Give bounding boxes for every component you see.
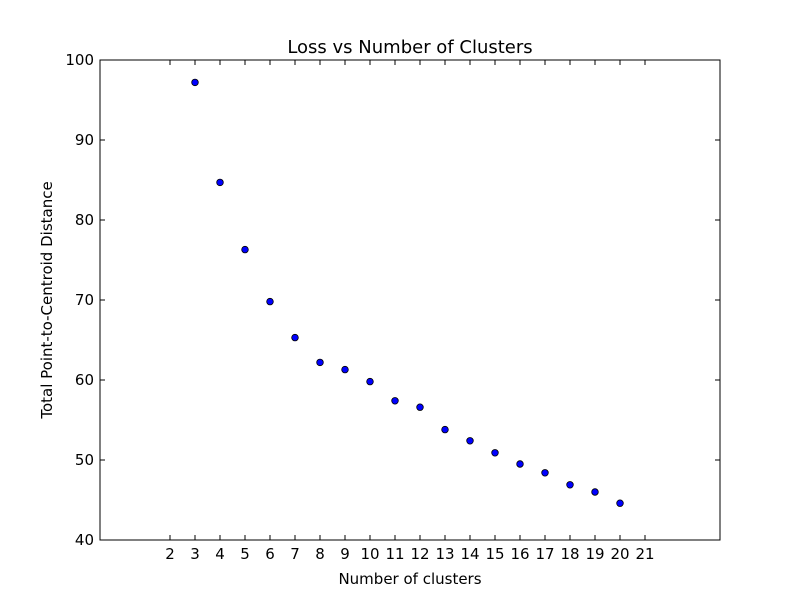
data-point [291,333,299,342]
x-tick-label: 11 [385,545,404,563]
x-tick-label: 17 [535,545,554,563]
data-point [391,397,399,405]
x-tick-label: 13 [435,545,454,563]
data-point [241,245,249,254]
y-tick-label: 90 [75,131,94,149]
data-point [616,499,624,507]
y-axis-label: Total Point-to-Centroid Distance [38,181,56,419]
data-point [541,469,549,477]
data-point [266,297,274,306]
x-tick-label: 15 [485,545,504,563]
x-tick-label: 14 [460,545,479,563]
y-tick-label: 70 [75,291,94,309]
data-point [516,460,524,468]
data-points [191,78,624,507]
x-tick-label: 7 [290,545,300,563]
x-tick-label: 19 [585,545,604,563]
data-point [441,425,449,434]
y-tick-label: 60 [75,371,94,389]
x-tick-label: 9 [340,545,350,563]
x-tick-label: 18 [560,545,579,563]
data-point [216,178,224,187]
data-point [491,449,499,457]
y-tick-label: 80 [75,211,94,229]
data-point [341,365,349,374]
x-tick-label: 6 [265,545,275,563]
x-tick-label: 2 [165,545,175,563]
y-tick-label: 50 [75,451,94,469]
x-tick-label: 21 [635,545,654,563]
x-tick-label: 16 [510,545,529,563]
x-tick-label: 4 [215,545,225,563]
axis-ticks: 2 3 4 5 6 7 8 9 10 11 12 13 14 15 16 17 18 19 20 21 40 50 60 70… [65,51,720,563]
x-tick-label: 12 [410,545,429,563]
chart-title: Loss vs Number of Clusters [287,37,532,58]
data-point [191,78,199,87]
data-point [366,377,374,386]
plot-frame [99,59,721,541]
x-tick-label: 5 [240,545,250,563]
x-tick-label: 8 [315,545,325,563]
y-tick-label: 40 [75,531,94,549]
data-point [466,437,474,445]
y-tick-label: 100 [65,51,94,69]
x-tick-label: 20 [610,545,629,563]
data-point [416,403,424,411]
x-tick-label: 3 [190,545,200,563]
data-point [316,358,324,367]
x-tick-label: 10 [360,545,379,563]
x-axis-label: Number of clusters [338,570,481,588]
data-point [566,481,574,489]
data-point [591,488,599,496]
